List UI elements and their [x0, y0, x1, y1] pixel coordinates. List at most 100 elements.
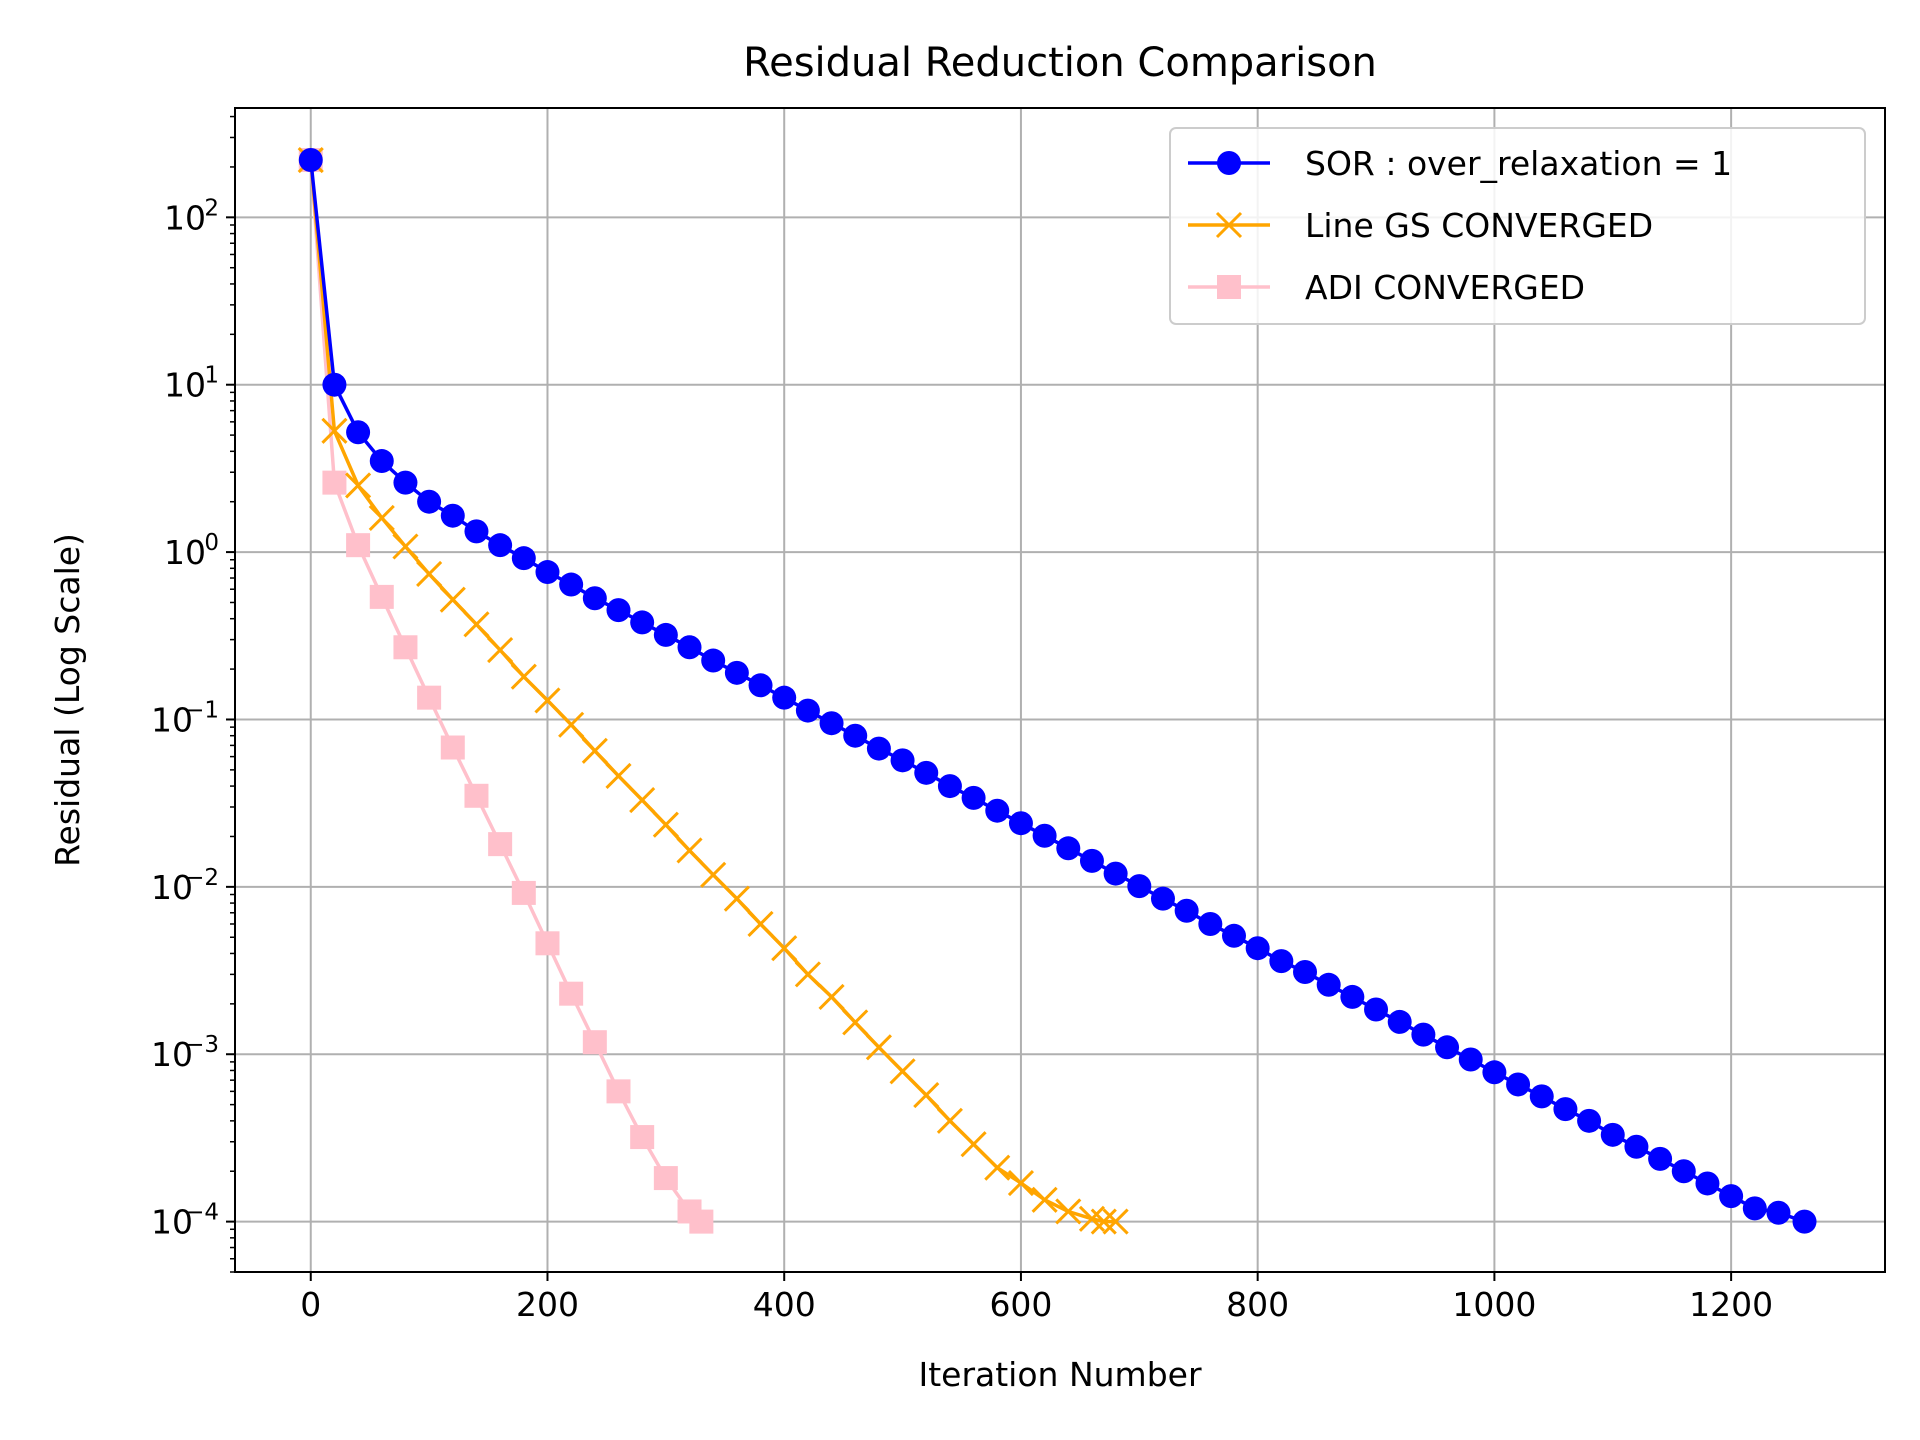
x-axis-ticks: 0 200 400 600 800 1000 1200 — [300, 1272, 1773, 1324]
data-point — [913, 1082, 940, 1109]
data-point — [606, 598, 631, 623]
data-point — [1624, 1134, 1649, 1159]
data-point — [985, 798, 1010, 823]
data-point — [1007, 1169, 1035, 1197]
legend-label: Line GS CONVERGED — [1305, 206, 1653, 245]
data-point — [534, 687, 561, 714]
y-tick-exponent: −1 — [185, 697, 219, 723]
x-tick-label: 600 — [989, 1285, 1052, 1324]
data-point — [416, 560, 443, 588]
y-tick-base: 10 — [164, 533, 206, 572]
data-point — [1032, 823, 1057, 848]
y-tick-label: −110 — [151, 697, 219, 739]
x-tick-label: 1000 — [1452, 1285, 1536, 1324]
data-point — [794, 961, 821, 988]
data-point — [298, 148, 323, 173]
data-point — [559, 572, 584, 597]
data-point — [393, 635, 418, 660]
data-point — [1269, 949, 1294, 974]
series-line — [309, 159, 1806, 1224]
data-point — [511, 546, 536, 571]
data-point — [510, 663, 537, 690]
y-tick-label: −310 — [151, 1032, 219, 1074]
data-point — [842, 1009, 869, 1036]
data-point — [322, 372, 347, 397]
data-point — [748, 673, 773, 698]
y-axis-label: Residual (Log Scale) — [48, 533, 87, 867]
legend-label: SOR : over_relaxation = 1 — [1305, 144, 1732, 183]
data-point — [1600, 1122, 1625, 1147]
y-tick-exponent: −4 — [185, 1200, 219, 1226]
data-point — [582, 586, 607, 611]
data-point — [1102, 1208, 1129, 1235]
x-tick-label: 400 — [753, 1285, 816, 1324]
series-2 — [298, 148, 714, 1234]
data-point — [795, 698, 820, 723]
data-point — [1340, 984, 1365, 1009]
data-point — [440, 503, 465, 528]
data-point — [464, 519, 489, 544]
data-point — [368, 504, 395, 531]
data-point — [417, 489, 442, 514]
data-point — [961, 785, 986, 810]
data-point — [937, 774, 962, 799]
data-point — [890, 748, 915, 773]
data-point — [724, 660, 749, 685]
data-point — [1031, 1186, 1058, 1213]
data-point — [581, 737, 608, 764]
y-tick-base: 10 — [151, 1203, 193, 1242]
data-point — [1056, 836, 1081, 861]
series-0 — [298, 148, 1817, 1234]
data-point — [701, 648, 726, 673]
y-tick-exponent: 2 — [204, 195, 219, 221]
data-point — [392, 533, 419, 560]
y-tick-exponent: −2 — [185, 865, 219, 891]
data-point — [818, 983, 845, 1010]
data-point — [393, 470, 418, 495]
data-point — [1671, 1159, 1696, 1184]
legend-item: SOR : over_relaxation = 1 — [1188, 144, 1732, 183]
data-point — [606, 1079, 631, 1104]
series-line — [309, 159, 703, 1223]
y-tick-exponent: 0 — [204, 530, 219, 556]
data-point — [771, 935, 798, 962]
y-tick-label: 110 — [164, 363, 219, 405]
data-point — [723, 885, 750, 912]
y-tick-label: −410 — [151, 1200, 219, 1242]
data-point — [1198, 911, 1223, 936]
data-point — [1008, 811, 1033, 836]
legend-item: Line GS CONVERGED — [1188, 206, 1653, 245]
data-point — [1553, 1097, 1578, 1122]
data-point — [511, 880, 536, 905]
x-tick-label: 200 — [516, 1285, 579, 1324]
data-point — [322, 470, 347, 495]
y-tick-label: 210 — [164, 195, 219, 237]
data-point — [1055, 1198, 1082, 1225]
data-point — [487, 636, 514, 664]
y-tick-base: 10 — [151, 1035, 193, 1074]
legend-item: ADI CONVERGED — [1188, 268, 1585, 307]
data-point — [1221, 923, 1246, 948]
x-tick-label: 1200 — [1689, 1285, 1773, 1324]
data-point — [439, 586, 466, 613]
data-point — [488, 832, 513, 857]
data-point — [747, 910, 774, 938]
y-tick-base: 10 — [164, 366, 206, 405]
data-point — [653, 1166, 678, 1191]
data-point — [677, 635, 702, 660]
data-point — [1103, 861, 1128, 886]
y-tick-exponent: 1 — [204, 363, 219, 389]
data-point — [1742, 1196, 1767, 1221]
data-point — [1435, 1035, 1460, 1060]
data-point — [1719, 1184, 1744, 1209]
data-point — [772, 685, 797, 710]
data-point — [1648, 1146, 1673, 1171]
data-point — [582, 1030, 607, 1055]
data-point — [1506, 1072, 1531, 1097]
data-point — [914, 760, 939, 785]
data-point — [653, 622, 678, 647]
data-point — [605, 762, 632, 789]
